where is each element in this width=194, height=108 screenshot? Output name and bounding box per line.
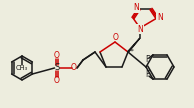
Polygon shape	[128, 38, 140, 52]
Text: O: O	[54, 76, 60, 85]
Text: O: O	[113, 33, 119, 43]
Text: N: N	[137, 25, 143, 33]
Text: S: S	[54, 64, 60, 72]
Text: F: F	[145, 70, 149, 79]
Text: N: N	[157, 13, 163, 21]
Text: F: F	[145, 55, 149, 64]
Text: O: O	[71, 64, 77, 72]
Text: O: O	[54, 51, 60, 60]
Text: **: **	[130, 48, 134, 53]
Text: CH₃: CH₃	[16, 65, 28, 71]
Text: N: N	[133, 3, 139, 13]
